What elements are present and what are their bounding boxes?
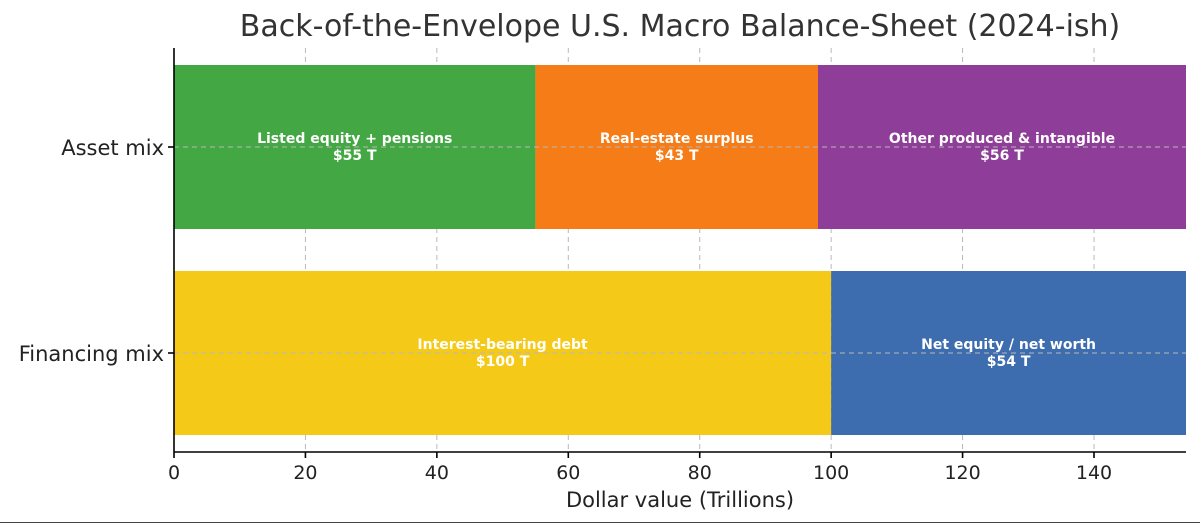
axes: 0 20 40 60 80 100 120 140 Asset mix Financing mix <box>19 48 1186 484</box>
x-axis-label: Dollar value (Trillions) <box>566 488 794 512</box>
chart-title: Back-of-the-Envelope U.S. Macro Balance-… <box>240 9 1121 44</box>
x-tick-label: 120 <box>944 462 980 484</box>
segment-value-label: $55 T <box>333 148 377 164</box>
y-category-label: Asset mix <box>61 136 164 160</box>
y-category-label: Financing mix <box>19 342 164 366</box>
bar-segment <box>535 65 818 229</box>
segment-value-label: $100 T <box>476 354 530 370</box>
x-tick-label: 140 <box>1076 462 1112 484</box>
segment-name-label: Net equity / net worth <box>921 337 1096 353</box>
x-tick-label: 60 <box>556 462 580 484</box>
segment-name-label: Real-estate surplus <box>600 131 754 147</box>
bottom-border <box>0 522 1200 523</box>
segment-value-label: $54 T <box>987 354 1031 370</box>
segment-name-label: Interest-bearing debt <box>417 337 588 353</box>
segment-value-label: $43 T <box>655 148 699 164</box>
segment-name-label: Other produced & intangible <box>889 131 1115 147</box>
segment-name-label: Listed equity + pensions <box>257 131 452 147</box>
x-tick-label: 0 <box>168 462 180 484</box>
segment-value-label: $56 T <box>980 148 1024 164</box>
x-tick-label: 40 <box>425 462 449 484</box>
segment-labels: Listed equity + pensions$55 T Real-estate… <box>257 131 1115 370</box>
x-tick-label: 80 <box>688 462 712 484</box>
bar-segment <box>831 271 1186 435</box>
x-tick-label: 20 <box>293 462 317 484</box>
horizontal-grid-lines <box>174 146 1186 354</box>
bars <box>174 65 1186 435</box>
x-tick-label: 100 <box>813 462 849 484</box>
